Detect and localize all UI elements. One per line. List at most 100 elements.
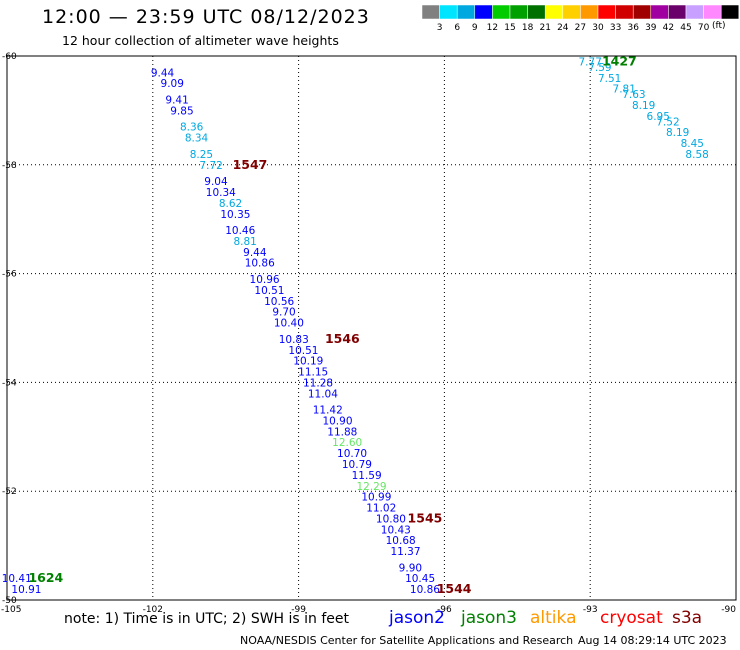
wave-height-label: 8.62 [219,198,242,210]
legend-label: 15 [504,23,515,33]
legend-swatch [685,4,704,20]
footer-note: note: 1) Time is in UTC; 2) SWH is in fe… [64,611,350,627]
chart-title: 12:00 — 23:59 UTC 08/12/2023 [42,6,370,28]
wave-height-label: 10.99 [361,492,391,504]
legend-unit: (ft) [712,21,726,31]
satellite-cryosat: cryosat [600,608,663,628]
wave-height-label: 8.36 [180,122,204,134]
legend-label: 36 [627,23,639,33]
legend-swatch [562,4,581,20]
wave-height-label: 9.04 [204,176,228,188]
wave-height-label: 9.09 [161,78,184,90]
legend-swatch [492,4,511,20]
x-tick-label: -105 [1,605,21,615]
wave-height-label: 11.88 [327,426,357,438]
legend-swatch [650,4,669,20]
legend-label: 27 [575,23,586,33]
wave-height-label: 9.90 [399,562,422,574]
wave-height-label: 11.59 [352,470,382,482]
y-tick-label: -56 [2,270,17,280]
pass-number-label: 1624 [28,570,63,585]
legend-label: 6 [454,23,460,33]
pass-number-label: 1545 [408,510,443,525]
legend-label: 3 [437,23,443,33]
wave-height-label: 11.37 [390,546,420,558]
x-tick-label: -102 [143,605,163,615]
wave-height-label: 7.77 [579,56,602,68]
legend-swatch [456,4,476,20]
legend-swatch [632,4,652,20]
wave-height-label: 11.02 [366,503,396,515]
wave-height-label: 6.95 [647,111,670,123]
satellite-jason2: jason2 [389,608,445,628]
legend-label: 33 [610,23,621,33]
pass-number-label: 1547 [233,157,268,172]
legend-label: 70 [698,23,710,33]
legend-swatch [509,4,528,20]
legend-label: 9 [472,23,478,33]
x-tick-label: -90 [721,605,736,615]
legend-label: 12 [487,23,498,33]
wave-height-label: 11.15 [298,367,328,379]
pass-number-label: 1544 [437,581,472,596]
legend-swatch [544,4,564,20]
legend-label: 18 [522,23,534,33]
y-tick-label: -50 [2,596,17,606]
legend-swatch [615,4,634,20]
wave-height-label: 8.19 [666,127,689,139]
x-tick-label: -99 [291,605,306,615]
wave-height-label: 10.86 [245,258,275,270]
legend-label: 39 [645,23,657,33]
wave-height-label: 9.70 [272,307,295,319]
wave-height-label: 8.19 [632,100,655,112]
wave-height-label: 11.28 [303,377,333,389]
wave-height-label: 11.04 [308,388,338,400]
wave-height-label: 10.96 [250,274,280,286]
plot-frame [6,55,737,601]
wave-height-label: 10.34 [206,187,236,199]
wave-height-label: 10.86 [410,584,440,596]
legend-label: 42 [663,23,674,33]
wave-height-label: 10.45 [405,573,435,585]
wave-height-label: 8.25 [190,149,213,161]
wave-height-label: 10.79 [342,459,372,471]
wave-height-label: 8.58 [685,149,708,161]
legend-swatch [580,4,599,20]
wave-height-label: 10.43 [381,524,411,536]
satellite-jason3: jason3 [461,608,517,628]
wave-height-label: 7.59 [588,62,611,74]
wave-height-label: 7.63 [622,89,645,101]
wave-height-label: 12.29 [356,481,386,493]
wave-height-label: 10.91 [11,584,41,596]
legend-swatch [668,4,687,20]
wave-height-label: 7.52 [656,116,679,128]
legend-label: 45 [680,23,691,33]
legend-swatch [703,4,722,20]
legend-swatch [597,4,616,20]
legend-label: 30 [592,23,604,33]
wave-height-label: 10.70 [337,448,367,460]
wave-height-label: 10.56 [264,296,294,308]
wave-height-label: 8.34 [185,133,209,145]
x-tick-label: -96 [437,605,452,615]
pass-number-label: 1546 [325,331,360,346]
wave-height-label: 12.60 [332,437,362,449]
wave-height-label: 10.19 [293,356,323,368]
wave-height-label: 7.51 [598,73,621,85]
wave-height-label: 10.41 [2,573,32,585]
wave-height-label: 9.44 [151,67,175,79]
y-tick-label: -54 [2,378,17,388]
y-tick-label: -58 [2,161,17,171]
pass-number-label: 1427 [602,53,637,68]
wave-height-label: 9.41 [165,95,188,107]
footer-credit: NOAA/NESDIS Center for Satellite Applica… [240,634,574,647]
wave-height-label: 10.83 [279,334,309,346]
wave-height-label: 7.81 [613,84,636,96]
footer-timestamp: Aug 14 08:29:14 UTC 2023 [578,634,727,647]
wave-height-label: 10.51 [254,285,284,297]
wave-height-label: 9.85 [170,105,193,117]
wave-height-label: 10.80 [376,513,406,525]
x-tick-label: -93 [583,605,598,615]
